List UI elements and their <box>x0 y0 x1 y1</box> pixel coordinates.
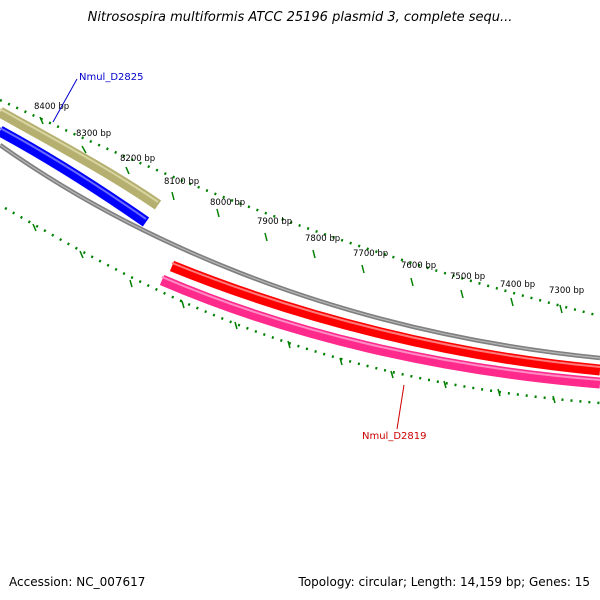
feature-red-highlight <box>171 262 600 368</box>
feature-nmul-d2819-highlight <box>161 276 600 381</box>
sequence-backbone-inner <box>0 144 600 359</box>
tick-label-8100: 8100 bp <box>164 177 199 187</box>
tick-label-8000: 8000 bp <box>210 198 245 208</box>
outer-tick-track <box>0 98 600 318</box>
feature-red[interactable] <box>169 260 600 376</box>
feature-olive[interactable] <box>0 107 162 210</box>
inner-tick-track <box>4 206 600 405</box>
tick-label-7300: 7300 bp <box>549 286 584 296</box>
tick-label-7400: 7400 bp <box>500 280 535 290</box>
feature-nmul-d2825-highlight <box>0 127 147 220</box>
feature-olive-highlight <box>0 108 159 203</box>
gene-label-nmul-d2819[interactable]: Nmul_D2819 <box>362 431 427 442</box>
feature-nmul-d2819[interactable] <box>159 274 600 389</box>
inner-major-ticks <box>32 223 556 404</box>
accession-text: Accession: NC_007617 <box>9 575 146 589</box>
summary-text: Topology: circular; Length: 14,159 bp; G… <box>298 575 590 589</box>
tick-label-7500: 7500 bp <box>450 272 485 282</box>
gene-leader-nmul-d2819 <box>396 384 405 430</box>
tick-label-8400: 8400 bp <box>34 102 69 112</box>
tick-label-7800: 7800 bp <box>305 234 340 244</box>
tick-label-7600: 7600 bp <box>401 261 436 271</box>
feature-nmul-d2825[interactable] <box>0 126 150 227</box>
tick-label-8200: 8200 bp <box>120 154 155 164</box>
map-title: Nitrosospira multiformis ATCC 25196 plas… <box>87 10 513 25</box>
tick-label-7700: 7700 bp <box>353 249 388 259</box>
tick-label-7900: 7900 bp <box>257 217 292 227</box>
outer-major-ticks <box>39 116 563 314</box>
tick-label-8300: 8300 bp <box>76 129 111 139</box>
gene-leader-nmul-d2825 <box>52 78 78 123</box>
gene-label-nmul-d2825[interactable]: Nmul_D2825 <box>79 72 144 83</box>
